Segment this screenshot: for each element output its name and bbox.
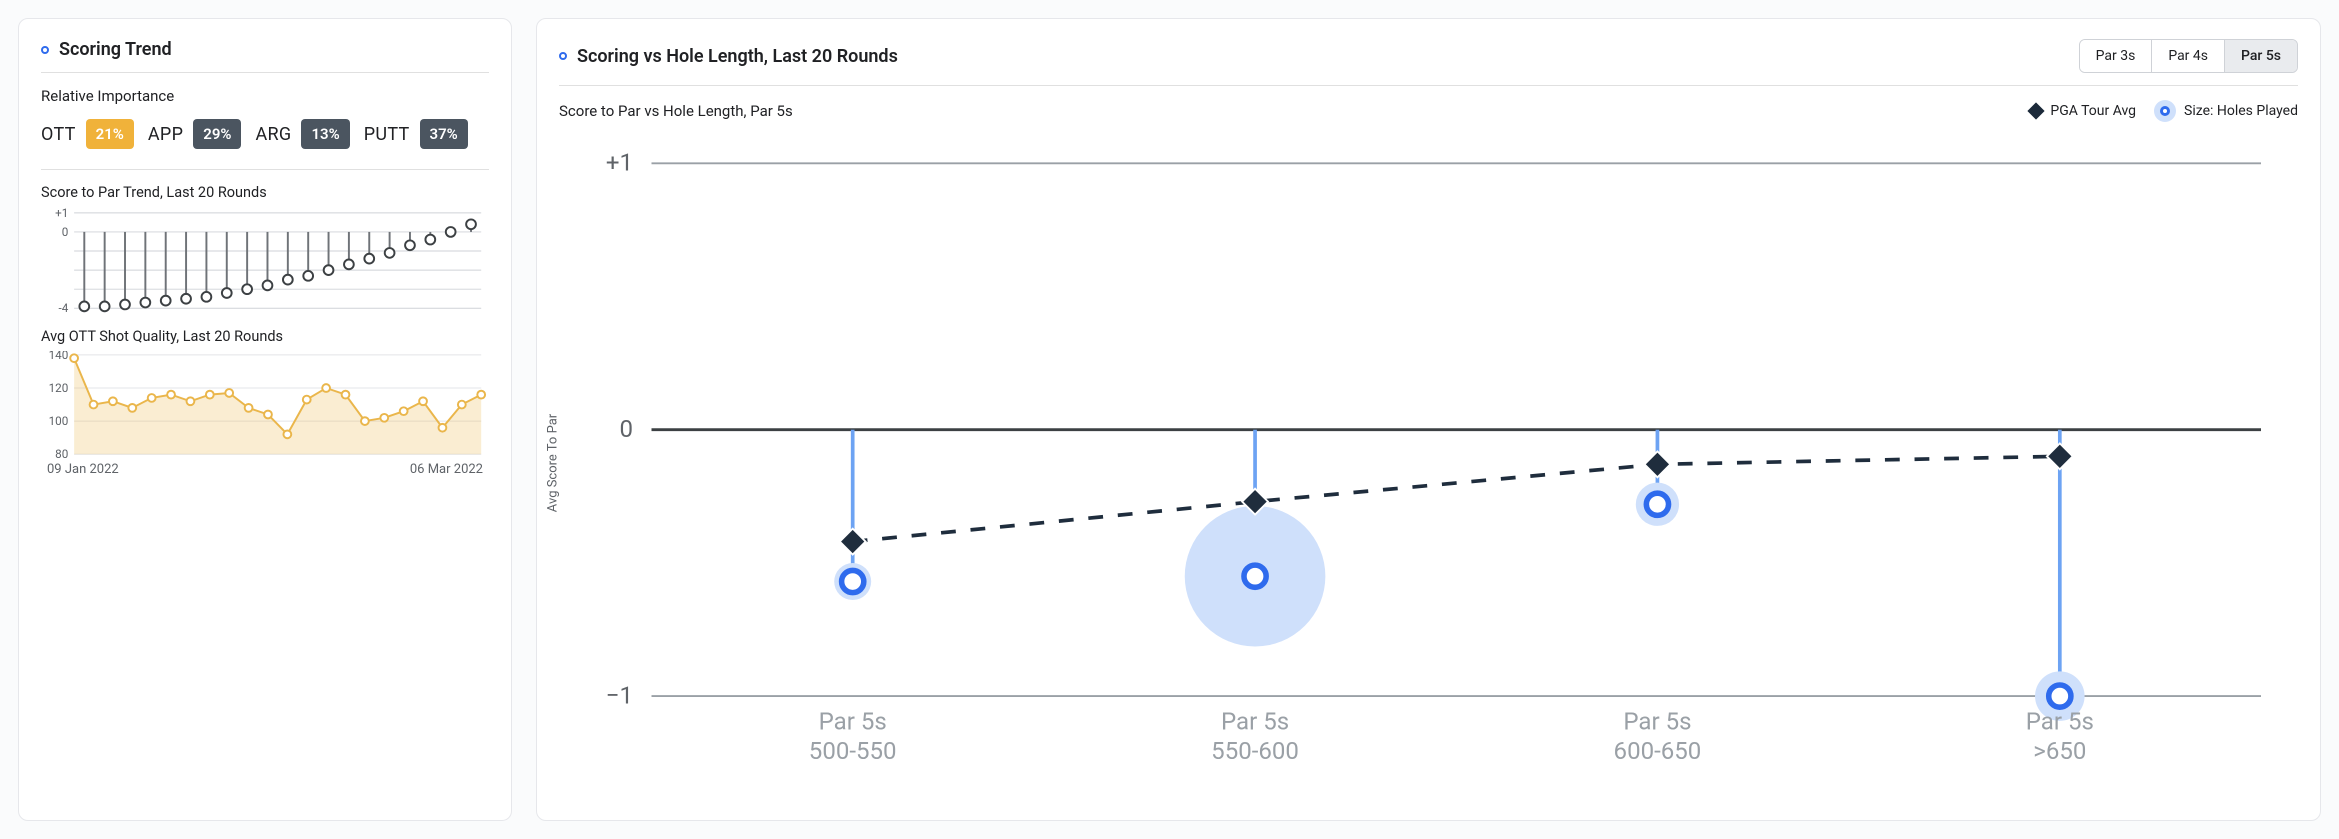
divider bbox=[41, 169, 489, 170]
importance-item: PUTT 37% bbox=[364, 119, 468, 149]
start-date: 09 Jan 2022 bbox=[47, 462, 119, 477]
importance-name: OTT bbox=[41, 124, 76, 145]
svg-text:-4: -4 bbox=[58, 301, 68, 314]
end-date: 06 Mar 2022 bbox=[410, 462, 483, 477]
dashboard-row: Scoring Trend Relative Importance OTT 21%… bbox=[18, 18, 2321, 821]
legend-bubble-label: Size: Holes Played bbox=[2184, 103, 2298, 119]
score-trend-title: Score to Par Trend, Last 20 Rounds bbox=[41, 184, 489, 201]
divider bbox=[41, 72, 489, 73]
svg-text:Par 5s: Par 5s bbox=[2026, 707, 2094, 735]
card-title-row: Scoring vs Hole Length, Last 20 Rounds P… bbox=[559, 39, 2298, 73]
importance-item: APP 29% bbox=[148, 119, 242, 149]
svg-text:500-550: 500-550 bbox=[809, 737, 897, 765]
subhead-row: Score to Par vs Hole Length, Par 5s PGA … bbox=[559, 100, 2298, 122]
card-title-row: Scoring Trend bbox=[41, 39, 489, 60]
importance-name: PUTT bbox=[364, 124, 410, 145]
importance-item: OTT 21% bbox=[41, 119, 134, 149]
svg-text:120: 120 bbox=[49, 381, 69, 395]
svg-text:0: 0 bbox=[619, 415, 633, 443]
bullet-icon bbox=[559, 52, 567, 60]
big-chart-wrap: Avg Score To Par −10+1Par 5s500-550Par 5… bbox=[559, 130, 2298, 796]
importance-badge: 21% bbox=[86, 119, 134, 149]
score-trend-chart: +1 0 -4 bbox=[41, 207, 489, 314]
par-tabs: Par 3sPar 4sPar 5s bbox=[2079, 39, 2298, 73]
importance-badge: 13% bbox=[301, 119, 349, 149]
tab-par3s[interactable]: Par 3s bbox=[2080, 40, 2152, 72]
card-title: Scoring vs Hole Length, Last 20 Rounds bbox=[577, 46, 898, 67]
svg-text:Par 5s: Par 5s bbox=[1623, 707, 1691, 735]
bullet-icon bbox=[41, 46, 49, 54]
legend-pga-label: PGA Tour Avg bbox=[2050, 103, 2136, 119]
legend: PGA Tour Avg Size: Holes Played bbox=[2030, 100, 2298, 122]
score-vs-length-chart: −10+1Par 5s500-550Par 5s550-600Par 5s600… bbox=[559, 130, 2298, 796]
importance-badge: 37% bbox=[420, 119, 468, 149]
svg-text:+1: +1 bbox=[606, 149, 633, 177]
scoring-vs-length-card: Scoring vs Hole Length, Last 20 Rounds P… bbox=[536, 18, 2321, 821]
tab-par4s[interactable]: Par 4s bbox=[2151, 40, 2224, 72]
svg-text:550-600: 550-600 bbox=[1211, 737, 1299, 765]
divider bbox=[559, 85, 2298, 86]
importance-row: OTT 21% APP 29% ARG 13% PUTT 37% bbox=[41, 119, 489, 149]
svg-text:100: 100 bbox=[49, 414, 69, 428]
importance-label: Relative Importance bbox=[41, 87, 489, 105]
scoring-trend-card: Scoring Trend Relative Importance OTT 21%… bbox=[18, 18, 512, 821]
ott-quality-chart: 80 100 120 140 bbox=[41, 351, 489, 458]
svg-text:−1: −1 bbox=[606, 682, 633, 710]
bubble-icon bbox=[2154, 100, 2176, 122]
legend-pga: PGA Tour Avg bbox=[2030, 103, 2136, 119]
ott-quality-title: Avg OTT Shot Quality, Last 20 Rounds bbox=[41, 328, 489, 345]
chart-subhead: Score to Par vs Hole Length, Par 5s bbox=[559, 102, 793, 120]
card-title: Scoring Trend bbox=[59, 39, 172, 60]
diamond-icon bbox=[2028, 103, 2045, 120]
svg-text:+1: +1 bbox=[55, 207, 68, 220]
svg-text:80: 80 bbox=[55, 447, 68, 458]
legend-bubble: Size: Holes Played bbox=[2154, 100, 2298, 122]
importance-name: ARG bbox=[255, 124, 291, 145]
svg-text:140: 140 bbox=[49, 351, 69, 362]
svg-text:Par 5s: Par 5s bbox=[819, 707, 887, 735]
svg-text:Par 5s: Par 5s bbox=[1221, 707, 1289, 735]
svg-text:600-650: 600-650 bbox=[1614, 737, 1702, 765]
importance-item: ARG 13% bbox=[255, 119, 349, 149]
importance-badge: 29% bbox=[193, 119, 241, 149]
y-axis-title: Avg Score To Par bbox=[546, 414, 561, 512]
svg-text:>650: >650 bbox=[2033, 737, 2086, 765]
tab-par5s[interactable]: Par 5s bbox=[2224, 40, 2297, 72]
importance-name: APP bbox=[148, 124, 183, 145]
svg-text:0: 0 bbox=[62, 225, 69, 239]
date-range: 09 Jan 2022 06 Mar 2022 bbox=[41, 458, 489, 477]
